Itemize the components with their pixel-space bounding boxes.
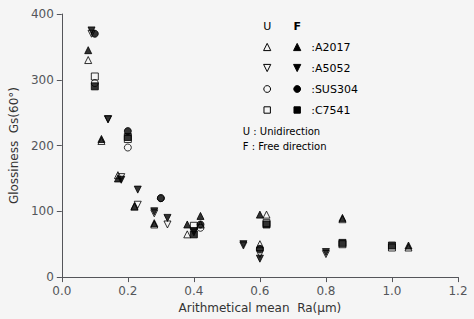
svg-text:0.6: 0.6 — [250, 284, 269, 298]
svg-text:400: 400 — [31, 7, 54, 21]
svg-text::A2017: :A2017 — [311, 41, 350, 54]
svg-text:100: 100 — [31, 204, 54, 218]
svg-text:Glossiness Gs(60°): Glossiness Gs(60°) — [7, 87, 21, 204]
svg-text:0.0: 0.0 — [52, 284, 71, 298]
svg-text:Arithmetical mean Ra(μm): Arithmetical mean Ra(μm) — [179, 301, 342, 315]
svg-text:F : Free direction: F : Free direction — [243, 141, 327, 152]
svg-text:300: 300 — [31, 73, 54, 87]
svg-text:1.0: 1.0 — [382, 284, 401, 298]
svg-text:0.4: 0.4 — [184, 284, 203, 298]
svg-text:U: U — [263, 20, 271, 33]
svg-text:F: F — [293, 20, 301, 33]
svg-text::C7541: :C7541 — [311, 104, 350, 117]
svg-text::A5052: :A5052 — [311, 62, 350, 75]
svg-text:0: 0 — [46, 270, 54, 284]
svg-text:0.2: 0.2 — [118, 284, 137, 298]
svg-text:1.2: 1.2 — [448, 284, 467, 298]
svg-text:200: 200 — [31, 139, 54, 153]
svg-text:0.8: 0.8 — [316, 284, 335, 298]
svg-text:U : Unidirection: U : Unidirection — [243, 126, 320, 137]
svg-text::SUS304: :SUS304 — [311, 83, 358, 96]
